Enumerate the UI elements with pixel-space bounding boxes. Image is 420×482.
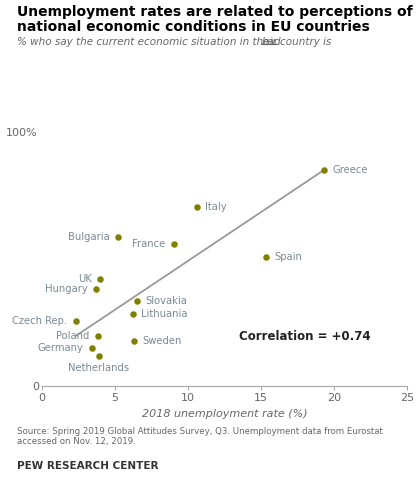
Text: Czech Rep.: Czech Rep. <box>12 316 67 326</box>
Text: Sweden: Sweden <box>142 336 182 346</box>
Text: Netherlands: Netherlands <box>68 363 129 374</box>
Text: bad: bad <box>262 37 281 47</box>
Text: Greece: Greece <box>332 165 368 175</box>
Text: Germany: Germany <box>37 343 83 353</box>
Text: Spain: Spain <box>274 252 302 262</box>
Point <box>194 203 200 211</box>
Point <box>321 166 328 174</box>
Point <box>262 253 269 261</box>
Point <box>131 337 137 345</box>
Text: % who say the current economic situation in their country is: % who say the current economic situation… <box>17 37 334 47</box>
Text: Italy: Italy <box>205 202 227 212</box>
Text: national economic conditions in EU countries: national economic conditions in EU count… <box>17 20 370 34</box>
X-axis label: 2018 unemployment rate (%): 2018 unemployment rate (%) <box>142 410 307 419</box>
Text: Unemployment rates are related to perceptions of: Unemployment rates are related to percep… <box>17 5 412 19</box>
Point <box>96 352 102 360</box>
Point <box>94 332 101 340</box>
Text: Slovakia: Slovakia <box>145 296 187 307</box>
Point <box>88 345 95 352</box>
Point <box>170 241 177 248</box>
Point <box>97 275 104 283</box>
Text: Correlation = +0.74: Correlation = +0.74 <box>239 330 371 343</box>
Text: Poland: Poland <box>56 331 89 341</box>
Point <box>134 297 140 305</box>
Text: Bulgaria: Bulgaria <box>68 232 110 242</box>
Point <box>72 317 79 325</box>
Text: PEW RESEARCH CENTER: PEW RESEARCH CENTER <box>17 461 158 471</box>
Text: UK: UK <box>78 274 92 284</box>
Text: Hungary: Hungary <box>45 284 88 294</box>
Text: France: France <box>132 239 165 249</box>
Point <box>129 310 136 318</box>
Text: Lithuania: Lithuania <box>141 308 187 319</box>
Point <box>93 285 100 293</box>
Text: 100%: 100% <box>5 128 37 138</box>
Text: Source: Spring 2019 Global Attitudes Survey, Q3. Unemployment data from Eurostat: Source: Spring 2019 Global Attitudes Sur… <box>17 427 383 446</box>
Point <box>115 233 121 241</box>
